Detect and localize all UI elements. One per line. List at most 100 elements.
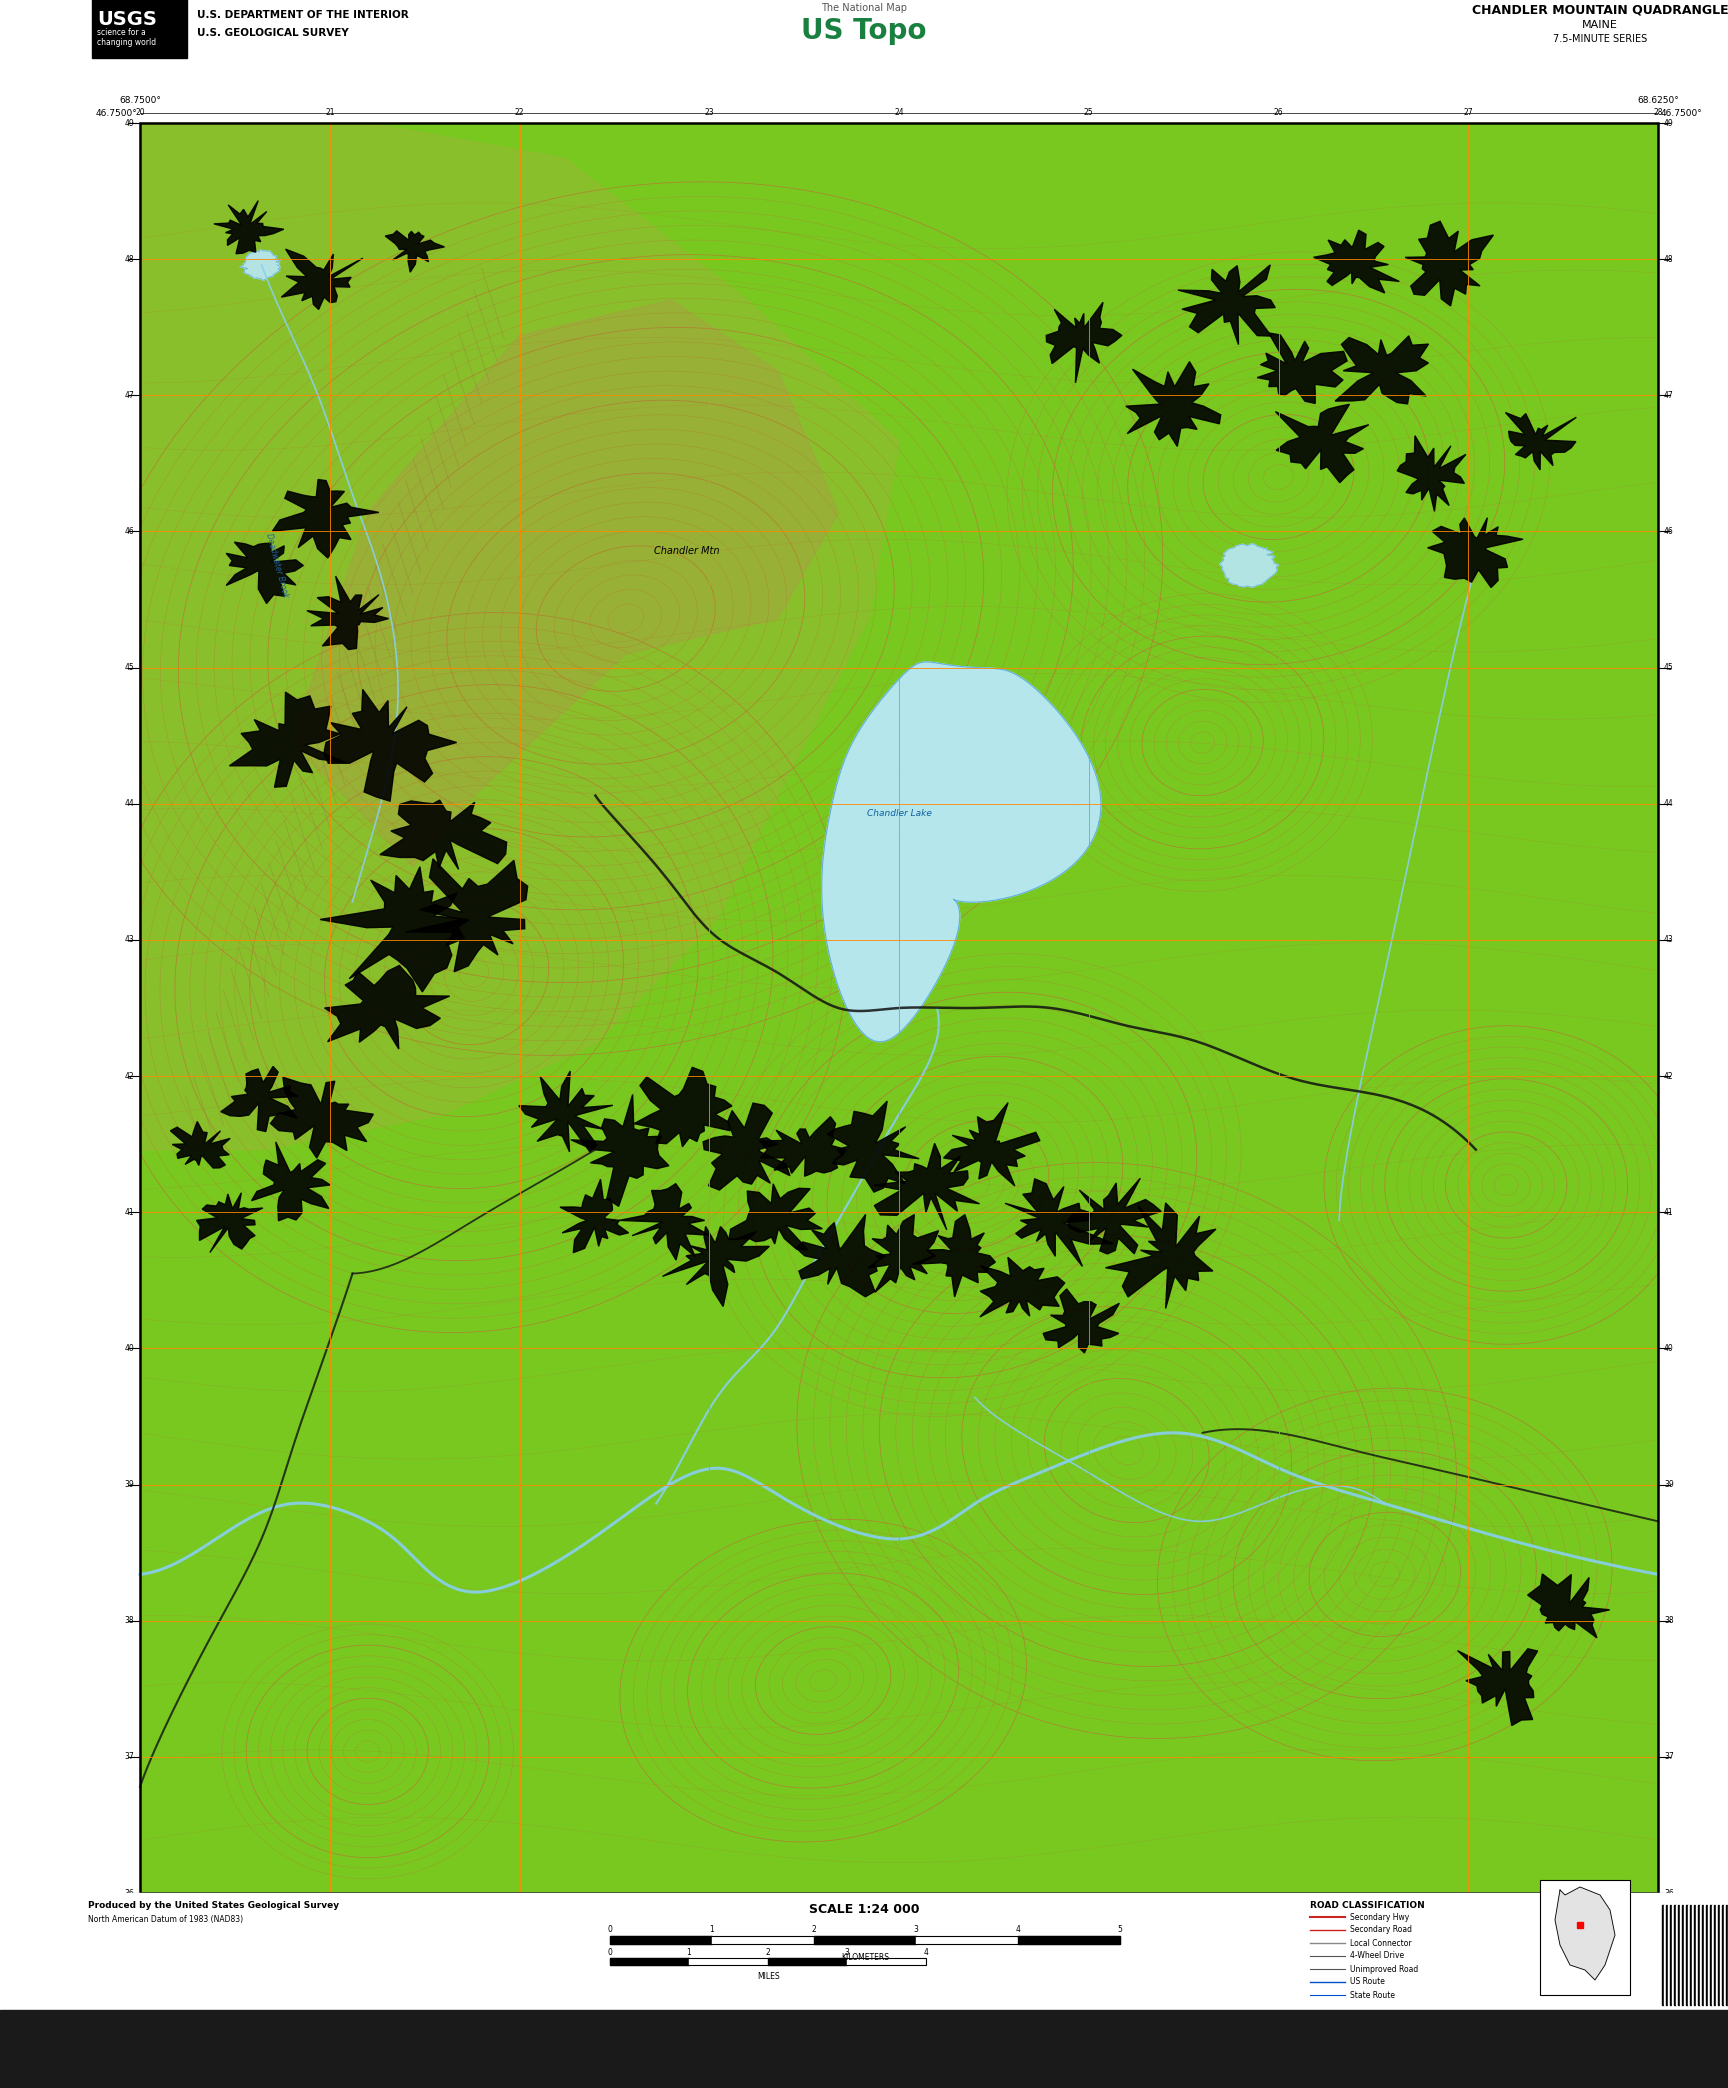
- Text: changing world: changing world: [97, 38, 156, 48]
- Text: Secondary Hwy: Secondary Hwy: [1350, 1913, 1410, 1921]
- Text: 39: 39: [1664, 1480, 1674, 1489]
- Text: 46: 46: [124, 526, 135, 537]
- Polygon shape: [1405, 221, 1493, 307]
- Polygon shape: [980, 1257, 1064, 1318]
- Text: USGS: USGS: [97, 10, 157, 29]
- Text: 7.5-MINUTE SERIES: 7.5-MINUTE SERIES: [1553, 33, 1647, 44]
- Polygon shape: [308, 576, 389, 649]
- Bar: [769, 1959, 847, 1965]
- Polygon shape: [1398, 436, 1465, 512]
- Bar: [1699, 1904, 1700, 2004]
- Text: 25: 25: [1083, 1898, 1094, 1908]
- Text: 1: 1: [686, 1948, 691, 1956]
- Text: 47: 47: [124, 390, 135, 399]
- Text: 23: 23: [705, 1898, 714, 1908]
- Text: 46.7500°: 46.7500°: [1661, 109, 1702, 119]
- Text: 42: 42: [124, 1071, 135, 1082]
- Polygon shape: [1045, 303, 1121, 382]
- Text: 0: 0: [608, 1948, 612, 1956]
- Text: 2: 2: [812, 1925, 816, 1933]
- Text: 3: 3: [845, 1948, 850, 1956]
- Text: 27: 27: [1464, 1898, 1472, 1908]
- Bar: [1680, 1904, 1681, 2004]
- Text: 21: 21: [325, 1898, 335, 1908]
- Text: 24: 24: [893, 1898, 904, 1908]
- Bar: [814, 1936, 916, 1944]
- Text: 46.3750°: 46.3750°: [95, 1898, 137, 1906]
- Text: 0: 0: [608, 1925, 612, 1933]
- Text: 26: 26: [1274, 109, 1284, 117]
- Polygon shape: [634, 1067, 733, 1146]
- Bar: [1723, 1904, 1725, 2004]
- Polygon shape: [619, 1184, 710, 1261]
- Text: 25: 25: [1083, 109, 1094, 117]
- Text: Unimproved Road: Unimproved Road: [1350, 1965, 1419, 1973]
- Text: MILES: MILES: [757, 1971, 779, 1982]
- Polygon shape: [1427, 518, 1522, 587]
- Text: 47: 47: [1664, 390, 1674, 399]
- Text: 27: 27: [1464, 109, 1472, 117]
- Text: Produced by the United States Geological Survey: Produced by the United States Geological…: [88, 1900, 339, 1911]
- Polygon shape: [252, 1142, 330, 1221]
- Text: 42: 42: [1664, 1071, 1674, 1082]
- Text: 43: 43: [1664, 935, 1674, 944]
- Polygon shape: [292, 301, 838, 867]
- Bar: [1540, 1879, 1630, 1994]
- Text: 4: 4: [1016, 1925, 1021, 1933]
- Polygon shape: [1044, 1288, 1120, 1353]
- Polygon shape: [943, 1102, 1040, 1186]
- Text: 37: 37: [124, 1752, 135, 1762]
- Text: 46.3750°: 46.3750°: [1661, 1898, 1702, 1906]
- Polygon shape: [325, 965, 449, 1048]
- Polygon shape: [1313, 230, 1400, 292]
- Polygon shape: [1528, 1574, 1610, 1637]
- Text: 4: 4: [924, 1948, 928, 1956]
- Text: 48: 48: [124, 255, 135, 263]
- Text: 48: 48: [1664, 255, 1674, 263]
- Text: 46.7500°: 46.7500°: [95, 109, 137, 119]
- Bar: [0, 1894, 1728, 2011]
- Bar: [916, 1936, 1018, 1944]
- Text: ROAD CLASSIFICATION: ROAD CLASSIFICATION: [1310, 1900, 1426, 1911]
- Bar: [1018, 1936, 1120, 1944]
- Text: US Route: US Route: [1350, 1977, 1384, 1986]
- Bar: [610, 1959, 926, 1965]
- Polygon shape: [406, 858, 527, 971]
- Polygon shape: [271, 1077, 373, 1159]
- Text: 45: 45: [124, 664, 135, 672]
- Bar: [92, 0, 187, 58]
- Polygon shape: [1457, 1650, 1538, 1725]
- Text: 4-Wheel Drive: 4-Wheel Drive: [1350, 1952, 1405, 1961]
- Polygon shape: [240, 251, 282, 280]
- Text: 23: 23: [705, 109, 714, 117]
- Bar: [712, 1936, 814, 1944]
- Text: 22: 22: [515, 109, 524, 117]
- Polygon shape: [1006, 1180, 1113, 1267]
- Text: 28: 28: [1654, 1898, 1662, 1908]
- Text: 49: 49: [1664, 119, 1674, 127]
- Bar: [689, 1959, 769, 1965]
- Polygon shape: [828, 1100, 919, 1192]
- Polygon shape: [703, 1102, 790, 1190]
- Bar: [1662, 1904, 1664, 2004]
- Text: 43: 43: [124, 935, 135, 944]
- Text: The National Map: The National Map: [821, 2, 907, 13]
- Text: 24: 24: [893, 109, 904, 117]
- Polygon shape: [867, 1215, 938, 1292]
- Polygon shape: [570, 1094, 669, 1207]
- Text: 2: 2: [766, 1948, 771, 1956]
- Polygon shape: [221, 1067, 299, 1132]
- Text: 49: 49: [124, 119, 135, 127]
- Text: KILOMETERS: KILOMETERS: [842, 1952, 888, 1963]
- Text: 37: 37: [1664, 1752, 1674, 1762]
- Polygon shape: [518, 1071, 613, 1153]
- Polygon shape: [214, 200, 283, 255]
- Polygon shape: [1178, 265, 1275, 345]
- Text: 20: 20: [135, 109, 145, 117]
- Text: Deadwater Brook: Deadwater Brook: [264, 532, 290, 599]
- Polygon shape: [1258, 332, 1348, 403]
- Text: 68.6250°: 68.6250°: [1636, 96, 1680, 104]
- Bar: [140, 123, 1657, 1894]
- Text: 1: 1: [710, 1925, 714, 1933]
- Polygon shape: [729, 1184, 823, 1251]
